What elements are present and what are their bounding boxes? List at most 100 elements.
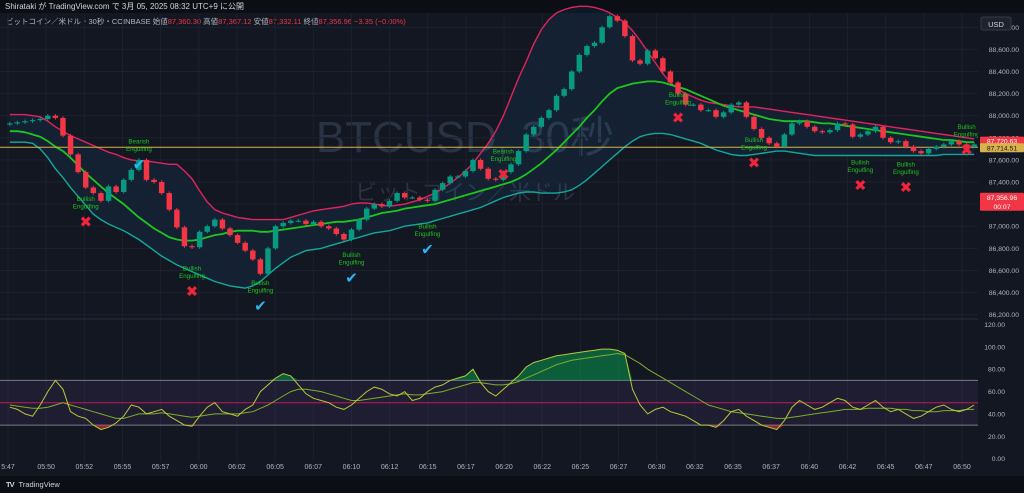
price-label-text: 87,356.96 <box>987 195 1017 202</box>
candle-body <box>219 219 226 229</box>
candle-body <box>151 179 157 183</box>
candle <box>386 199 393 209</box>
check-mark-icon: ✔ <box>421 241 434 258</box>
candle <box>158 180 165 195</box>
candle <box>728 102 734 115</box>
candle-body <box>774 143 780 147</box>
candle-body <box>401 193 408 198</box>
candle <box>371 202 378 211</box>
currency-label[interactable]: USD <box>988 20 1004 29</box>
candle-body <box>637 60 643 64</box>
symbol-name[interactable]: ビットコイン／米ドル・30秒・COINBASE <box>6 17 151 26</box>
candle <box>865 129 871 137</box>
high-value: 87,367.12 <box>218 17 252 26</box>
price-label-bg <box>980 143 1024 153</box>
candle <box>963 142 970 149</box>
candle <box>849 122 856 139</box>
candle-body <box>796 121 803 124</box>
candle <box>599 25 605 45</box>
footer-brand[interactable]: TradingView <box>18 480 60 489</box>
candle <box>120 178 127 194</box>
candle-body <box>644 50 651 64</box>
rsi-pane[interactable] <box>0 348 978 431</box>
time-axis[interactable]: 5:47 05:50 05:52 05:55 05:57 06:00 06:02 06:05 0… <box>1 464 971 471</box>
candle-body <box>561 89 567 96</box>
candle <box>105 184 112 203</box>
candle-body <box>606 16 613 28</box>
candle-body <box>98 193 104 201</box>
grid <box>0 14 1024 462</box>
pattern-label: Engulfing <box>73 203 99 210</box>
pattern-label: Engulfing <box>415 231 441 238</box>
candle <box>705 108 712 112</box>
candle <box>447 174 453 185</box>
candle-body <box>834 123 841 131</box>
cross-mark-icon: ✖ <box>748 155 761 172</box>
candle-body <box>462 170 469 177</box>
candle <box>941 142 947 149</box>
tradingview-logo-icon[interactable]: TV <box>6 480 15 489</box>
pattern-label: Bullish <box>669 92 688 99</box>
publish-line: Shirataki が TradingView.com で 3月 05, 202… <box>5 2 244 11</box>
candle-body <box>477 159 484 169</box>
candle <box>561 87 567 98</box>
price-chart[interactable]: BTCUSD, 30秒 ビットコイン／米ドル BullishEngulfing✖… <box>0 0 1024 476</box>
candle-body <box>941 144 947 147</box>
close-label: 終値 <box>303 17 319 26</box>
candle <box>341 232 347 242</box>
candle <box>971 142 977 149</box>
currency-button-bg[interactable] <box>980 16 1012 31</box>
price-tick-label: 86,800.00 <box>989 246 1019 253</box>
candle-body <box>447 176 453 184</box>
rsi-tick-label: 120.00 <box>984 322 1005 329</box>
candle-body <box>90 187 97 194</box>
candle-body <box>553 95 560 111</box>
currency-button[interactable]: USD <box>980 16 1012 31</box>
candle <box>234 233 241 245</box>
open-value: 87,360.30 <box>167 17 202 26</box>
candle <box>22 119 28 124</box>
price-tick-label: 86,600.00 <box>989 268 1019 275</box>
pattern-label: Engulfing <box>126 146 152 153</box>
candle-body <box>705 110 712 112</box>
candle-body <box>189 246 195 248</box>
candle-body <box>181 227 188 247</box>
candle <box>925 147 932 155</box>
candle-body <box>622 20 628 37</box>
pattern-label: Bearish <box>128 138 150 145</box>
candle-body <box>83 172 89 188</box>
candle <box>90 185 97 195</box>
candle-body <box>857 134 864 137</box>
candle <box>212 217 218 228</box>
time-tick-label: 06:32 <box>686 464 704 471</box>
rsi-tick-label: 60.00 <box>988 389 1005 396</box>
time-tick-label: 06:45 <box>877 464 895 471</box>
close-value: 87,356.96 <box>318 17 352 26</box>
pattern-annotations: BullishEngulfing✖BearishEngulfing✔Bullis… <box>73 92 980 315</box>
time-tick-label: 06:07 <box>305 464 323 471</box>
bollinger-basis-line <box>9 80 975 242</box>
candle-body <box>394 193 400 201</box>
price-label: 87,356.96 00:07 <box>980 192 1024 211</box>
candlesticks[interactable] <box>7 14 977 276</box>
candle-body <box>371 204 378 209</box>
candle <box>652 48 658 60</box>
price-axis[interactable]: 88,800.0088,600.0088,400.0088,200.0088,0… <box>978 14 1024 470</box>
candle <box>591 41 598 48</box>
candle-body <box>60 117 66 136</box>
candle-body <box>827 130 833 133</box>
candle <box>948 139 955 147</box>
time-tick-label: 06:10 <box>343 464 361 471</box>
time-tick-label: 06:37 <box>762 464 780 471</box>
candle <box>196 230 203 249</box>
time-tick-label: 06:22 <box>533 464 551 471</box>
candle <box>622 18 628 38</box>
candle-body <box>660 58 666 72</box>
